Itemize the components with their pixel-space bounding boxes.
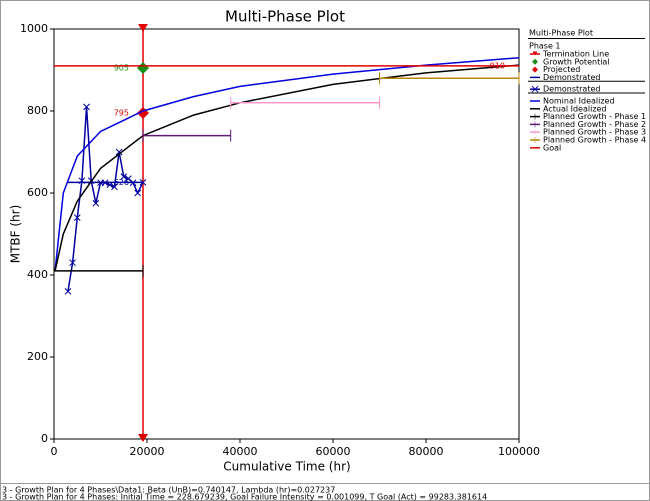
legend-label: Planned Growth - Phase 4: [543, 136, 646, 145]
x-tick-label: 80000: [409, 445, 444, 458]
series-line: [54, 56, 520, 271]
legend-marker: [532, 66, 538, 73]
data-point: [111, 183, 118, 191]
y-axis-label: MTBF (hr): [9, 205, 23, 264]
legend-label: Demonstrated: [543, 73, 600, 82]
legend-label: Nominal Idealized: [543, 97, 615, 106]
data-point: [129, 179, 137, 187]
legend-label: Planned Growth - Phase 2: [543, 120, 646, 129]
footer-text: 3 - Growth Plan for 4 Phases\Data1: Beta…: [2, 486, 335, 495]
legend-label: Termination Line: [542, 50, 609, 59]
data-point: [139, 178, 147, 186]
y-tick-label: 800: [27, 104, 48, 117]
data-point: [106, 181, 114, 189]
data-label: 626: [114, 178, 129, 187]
chart-title: Multi-Phase Plot: [225, 8, 345, 26]
legend-label: Goal: [543, 143, 561, 152]
x-tick-label: 0: [51, 445, 58, 458]
data-point: [115, 148, 123, 156]
legend-label: Projected: [543, 65, 580, 74]
data-point: [138, 24, 149, 32]
y-tick-label: 1000: [20, 22, 48, 35]
data-label: 795: [114, 109, 129, 118]
x-tick-label: 60000: [316, 445, 351, 458]
data-label: 910: [490, 61, 505, 70]
data-point: [138, 434, 149, 442]
legend-marker: [532, 51, 538, 56]
y-tick-label: 0: [41, 432, 48, 445]
legend-label: Actual Idealized: [543, 104, 607, 113]
x-tick-label: 40000: [223, 445, 258, 458]
data-label: 905: [114, 63, 129, 72]
legend-label: Growth Potential: [543, 57, 610, 66]
legend-title: Multi-Phase Plot: [529, 29, 593, 38]
legend-label: Demonstrated: [543, 85, 600, 94]
data-point: [137, 61, 150, 74]
footer-text: 3 - Growth Plan for 4 Phases: Initial Ti…: [2, 493, 487, 501]
data-point: [78, 177, 86, 185]
legend-marker: [532, 58, 538, 65]
data-point: [120, 173, 128, 180]
data-point: [64, 288, 72, 295]
y-tick-label: 600: [27, 186, 48, 199]
y-tick-label: 200: [27, 350, 48, 363]
plot-area: [53, 28, 520, 440]
data-point: [83, 103, 90, 111]
x-tick-label: 100000: [498, 445, 540, 458]
x-tick-label: 20000: [130, 445, 165, 458]
y-tick-label: 400: [27, 268, 48, 281]
data-point: [92, 199, 100, 207]
legend-label: Planned Growth - Phase 3: [543, 128, 646, 137]
legend-subtitle: Phase 1: [529, 42, 561, 51]
data-point: [69, 259, 76, 267]
x-axis-label: Cumulative Time (hr): [223, 460, 350, 474]
data-point: [134, 189, 142, 197]
data-point: [101, 179, 109, 187]
legend-label: Planned Growth - Phase 1: [543, 112, 646, 121]
data-point: [73, 214, 81, 221]
legend-marker: [531, 85, 539, 93]
